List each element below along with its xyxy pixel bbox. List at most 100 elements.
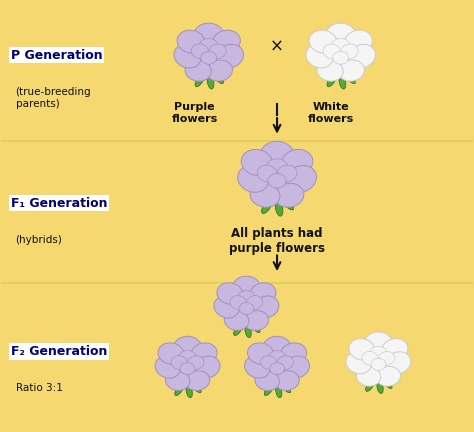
Ellipse shape	[188, 356, 204, 369]
Ellipse shape	[275, 384, 282, 398]
Ellipse shape	[382, 339, 408, 360]
Ellipse shape	[209, 44, 226, 59]
Ellipse shape	[356, 366, 381, 386]
Ellipse shape	[180, 362, 195, 375]
Ellipse shape	[317, 60, 343, 81]
Ellipse shape	[237, 165, 268, 192]
Ellipse shape	[177, 30, 205, 53]
Ellipse shape	[195, 356, 220, 378]
Ellipse shape	[349, 339, 375, 360]
Ellipse shape	[173, 336, 201, 359]
Ellipse shape	[214, 74, 223, 83]
Text: Ratio 3:1: Ratio 3:1	[16, 383, 63, 394]
Ellipse shape	[266, 159, 288, 177]
Ellipse shape	[237, 290, 255, 305]
Text: F₁ Generation: F₁ Generation	[11, 197, 107, 210]
Ellipse shape	[241, 149, 273, 175]
Ellipse shape	[185, 371, 210, 391]
Ellipse shape	[286, 165, 317, 192]
Ellipse shape	[250, 183, 280, 207]
Ellipse shape	[194, 23, 224, 47]
Ellipse shape	[255, 371, 280, 391]
Ellipse shape	[155, 356, 181, 378]
Ellipse shape	[174, 44, 201, 68]
Ellipse shape	[261, 356, 277, 369]
Ellipse shape	[268, 173, 286, 188]
Ellipse shape	[239, 302, 254, 314]
Ellipse shape	[214, 296, 239, 318]
Ellipse shape	[365, 379, 374, 391]
Ellipse shape	[268, 350, 286, 365]
Ellipse shape	[217, 283, 243, 304]
Ellipse shape	[207, 75, 214, 89]
Ellipse shape	[275, 200, 283, 216]
Ellipse shape	[244, 311, 269, 330]
Ellipse shape	[245, 356, 270, 378]
Ellipse shape	[270, 362, 284, 375]
Ellipse shape	[216, 44, 244, 68]
Ellipse shape	[260, 141, 294, 169]
Ellipse shape	[377, 380, 383, 394]
Ellipse shape	[199, 38, 219, 54]
Ellipse shape	[282, 384, 291, 393]
Ellipse shape	[345, 30, 372, 53]
Ellipse shape	[277, 165, 297, 182]
Ellipse shape	[348, 44, 375, 68]
Text: F₂ Generation: F₂ Generation	[11, 345, 107, 358]
Ellipse shape	[232, 276, 260, 299]
Ellipse shape	[175, 384, 184, 396]
Ellipse shape	[346, 352, 371, 374]
Ellipse shape	[369, 346, 387, 361]
Ellipse shape	[247, 343, 273, 364]
Ellipse shape	[277, 356, 293, 369]
Ellipse shape	[283, 199, 294, 210]
Text: All plants had
purple flowers: All plants had purple flowers	[229, 227, 325, 255]
Ellipse shape	[201, 51, 217, 64]
Ellipse shape	[246, 295, 263, 309]
Ellipse shape	[195, 74, 205, 87]
Ellipse shape	[257, 165, 277, 182]
Text: Purple
flowers: Purple flowers	[172, 102, 218, 124]
Ellipse shape	[191, 343, 217, 364]
Ellipse shape	[284, 356, 310, 378]
Ellipse shape	[250, 283, 276, 304]
Ellipse shape	[371, 358, 386, 370]
Ellipse shape	[306, 44, 333, 68]
Ellipse shape	[341, 44, 358, 59]
Ellipse shape	[186, 384, 192, 398]
Ellipse shape	[206, 60, 232, 81]
Ellipse shape	[251, 324, 260, 333]
Ellipse shape	[274, 183, 304, 207]
Ellipse shape	[192, 384, 201, 393]
Ellipse shape	[234, 324, 243, 336]
Ellipse shape	[327, 74, 337, 87]
Ellipse shape	[362, 352, 378, 365]
Text: (true-breeding
parents): (true-breeding parents)	[16, 87, 91, 109]
Text: P Generation: P Generation	[11, 48, 102, 61]
Ellipse shape	[331, 38, 350, 54]
Ellipse shape	[264, 384, 273, 396]
Ellipse shape	[339, 75, 346, 89]
Ellipse shape	[254, 296, 279, 318]
Ellipse shape	[326, 23, 356, 47]
Ellipse shape	[309, 30, 337, 53]
Ellipse shape	[171, 356, 187, 369]
Ellipse shape	[346, 74, 356, 83]
Ellipse shape	[263, 336, 291, 359]
Ellipse shape	[178, 350, 197, 365]
Ellipse shape	[385, 352, 411, 374]
Ellipse shape	[275, 371, 299, 391]
Text: White
flowers: White flowers	[308, 102, 355, 124]
Ellipse shape	[365, 332, 392, 355]
Ellipse shape	[323, 44, 341, 59]
Ellipse shape	[378, 352, 395, 365]
Ellipse shape	[165, 371, 190, 391]
Ellipse shape	[333, 51, 348, 64]
Text: (hybrids): (hybrids)	[16, 235, 63, 245]
Ellipse shape	[376, 366, 401, 386]
Ellipse shape	[185, 60, 211, 81]
Ellipse shape	[191, 44, 209, 59]
Ellipse shape	[338, 60, 365, 81]
Ellipse shape	[158, 343, 184, 364]
Text: ×: ×	[270, 38, 284, 55]
